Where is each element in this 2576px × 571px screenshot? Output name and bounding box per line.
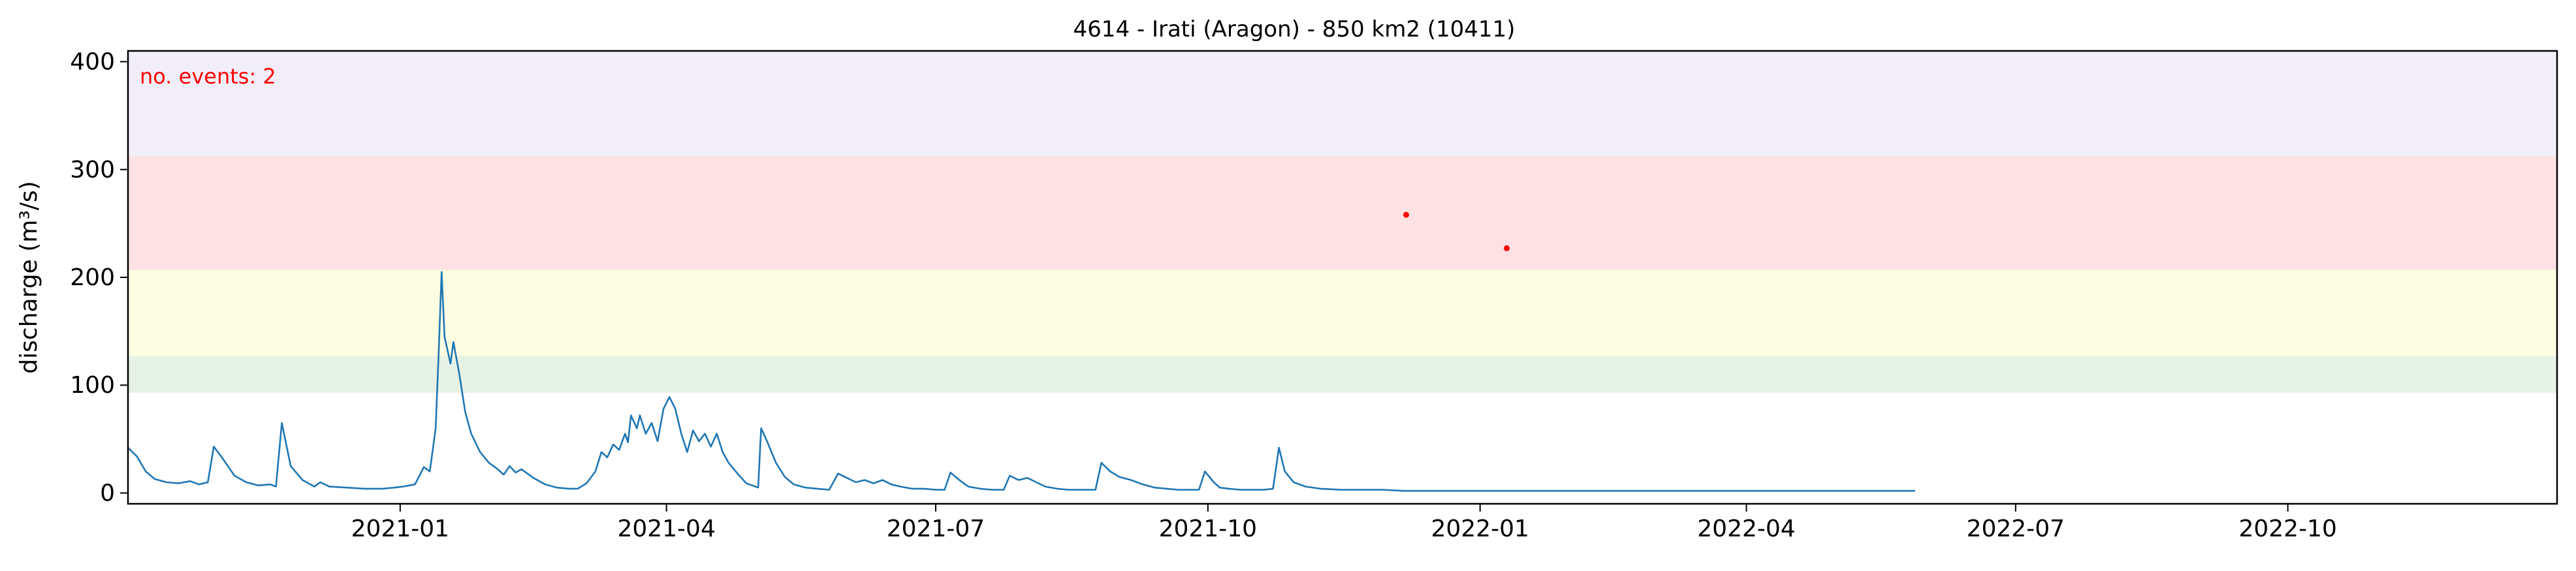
x-tick-label: 2021-01 <box>351 516 449 542</box>
x-tick-label: 2022-04 <box>1697 516 1795 542</box>
y-axis-label: discharge (m³/s) <box>16 181 42 373</box>
y-axis-ticks: 0 100 200 300 400 <box>70 49 128 506</box>
y-tick-label: 400 <box>70 49 115 76</box>
x-tick-label: 2022-01 <box>1431 516 1529 542</box>
y-tick-label: 100 <box>70 372 115 399</box>
chart-title: 4614 - Irati (Aragon) - 850 km2 (10411) <box>1073 16 1516 42</box>
y-tick-label: 200 <box>70 264 115 291</box>
event-marker-0 <box>1403 211 1409 218</box>
threshold-band-3 <box>128 51 2557 157</box>
x-tick-label: 2021-04 <box>617 516 715 542</box>
threshold-band-2 <box>128 156 2557 270</box>
y-tick-label: 0 <box>100 480 115 506</box>
discharge-line-0 <box>127 271 1915 492</box>
y-tick-label: 300 <box>70 157 115 183</box>
threshold-band-0 <box>128 356 2557 393</box>
threshold-bands <box>128 51 2557 393</box>
series-layer <box>127 271 1915 492</box>
events-count-annotation: no. events: 2 <box>140 64 276 89</box>
event-marker-1 <box>1503 245 1510 251</box>
threshold-band-1 <box>128 270 2557 356</box>
x-tick-label: 2022-07 <box>1967 516 2065 542</box>
x-tick-label: 2021-10 <box>1159 516 1257 542</box>
event-markers <box>1403 211 1510 251</box>
x-axis-ticks: 2021-01 2021-04 2021-07 2021-10 2022-01 2022-… <box>351 504 2337 542</box>
x-tick-label: 2021-07 <box>887 516 985 542</box>
x-tick-label: 2022-10 <box>2238 516 2336 542</box>
